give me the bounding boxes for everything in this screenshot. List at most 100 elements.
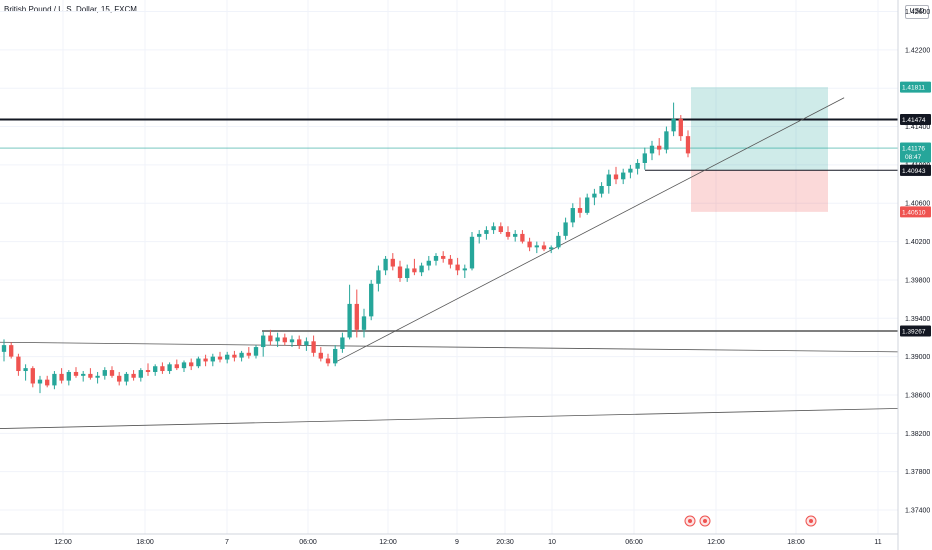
candle — [66, 370, 71, 386]
candle — [275, 332, 280, 348]
currency-button[interactable]: USD — [905, 5, 929, 19]
y-tick-label: 1.42200 — [905, 47, 930, 54]
candle — [196, 356, 201, 369]
x-tick-label: 20:30 — [496, 539, 514, 546]
candle — [678, 115, 683, 141]
candle — [153, 364, 158, 376]
candle — [95, 371, 100, 384]
candle — [469, 232, 475, 271]
candle — [109, 366, 115, 378]
candle — [282, 333, 287, 346]
candle — [304, 337, 309, 351]
x-tick-label: 9 — [455, 539, 459, 546]
candle — [577, 197, 583, 218]
x-tick-label: 12:00 — [379, 539, 397, 546]
long-position-tool[interactable] — [691, 87, 828, 212]
candle — [570, 203, 575, 228]
candle — [664, 126, 669, 154]
candle — [253, 345, 259, 359]
x-tick-label: 18:00 — [136, 539, 154, 546]
candle — [685, 130, 691, 158]
candle — [117, 371, 122, 386]
candle — [455, 257, 460, 276]
svg-text:1.40943: 1.40943 — [902, 168, 926, 175]
candle — [491, 222, 496, 234]
candle — [145, 363, 151, 376]
candle — [541, 241, 547, 252]
x-tick-label: 10 — [548, 539, 556, 546]
candle — [23, 364, 28, 381]
trendline[interactable] — [336, 97, 845, 362]
event-icons[interactable] — [684, 515, 817, 527]
candle — [102, 367, 107, 380]
candle — [383, 255, 388, 276]
svg-text:08:47: 08:47 — [905, 154, 922, 161]
chart-title: British Pound / U.S. Dollar, 15, FXCM — [4, 5, 137, 14]
candle — [671, 102, 676, 137]
economic-event-icon[interactable] — [699, 515, 711, 527]
trendline[interactable] — [0, 341, 899, 353]
price-label: 1.41474 — [900, 113, 931, 125]
candle — [556, 232, 561, 250]
candle — [261, 331, 266, 357]
candle — [181, 360, 187, 372]
candle — [520, 230, 525, 244]
y-tick-label: 1.38200 — [905, 431, 930, 438]
candle — [311, 335, 316, 357]
candle — [1, 339, 7, 362]
svg-text:1.40510: 1.40510 — [902, 209, 926, 216]
candle — [297, 335, 302, 349]
candle — [203, 354, 208, 367]
candle — [217, 351, 223, 363]
candle — [441, 251, 446, 263]
candle — [59, 368, 64, 384]
candle — [268, 329, 273, 346]
price-label: 1.39267 — [900, 325, 931, 337]
candle — [628, 164, 633, 179]
candle — [549, 245, 554, 254]
economic-event-icon[interactable] — [805, 515, 817, 527]
price-labels: 1.418111.414741.4117608:471.409441.40943… — [900, 81, 931, 337]
trendline[interactable] — [0, 408, 899, 429]
candle — [513, 230, 518, 242]
candle — [563, 217, 568, 240]
candle — [340, 332, 345, 353]
candle — [419, 262, 424, 277]
candle — [167, 362, 172, 374]
candle — [289, 335, 295, 348]
horizontal-lines[interactable] — [0, 118, 898, 332]
candle — [527, 237, 532, 252]
candle — [37, 375, 43, 394]
candle — [649, 140, 655, 161]
candle — [354, 289, 359, 338]
candle — [405, 264, 410, 282]
price-label: 1.40510 — [900, 206, 931, 218]
price-label: 1.40943 — [900, 164, 931, 176]
svg-text:1.41176: 1.41176 — [902, 146, 925, 153]
y-tick-label: 1.41400 — [905, 124, 930, 131]
candle — [635, 159, 640, 175]
candle — [9, 342, 14, 359]
candle — [621, 168, 626, 185]
candle — [613, 166, 619, 185]
trendlines[interactable] — [0, 97, 899, 429]
candle — [599, 182, 604, 198]
svg-text:1.39267: 1.39267 — [902, 329, 926, 336]
candle — [160, 362, 165, 374]
x-axis[interactable]: 12:00 18:00 7 06:00 12:00 9 20:30 10 06:00 12:00 1… — [54, 539, 881, 546]
stop-zone[interactable] — [691, 170, 828, 212]
economic-event-icon[interactable] — [684, 515, 696, 527]
x-tick-label: 12:00 — [54, 539, 72, 546]
candle — [138, 368, 143, 382]
candle — [318, 347, 323, 362]
candle — [462, 264, 467, 279]
candle — [585, 193, 590, 215]
candle — [477, 230, 482, 244]
candle — [498, 222, 503, 234]
profit-zone[interactable] — [691, 87, 828, 171]
candle — [124, 371, 129, 386]
candle — [325, 353, 331, 367]
candle — [592, 188, 597, 206]
